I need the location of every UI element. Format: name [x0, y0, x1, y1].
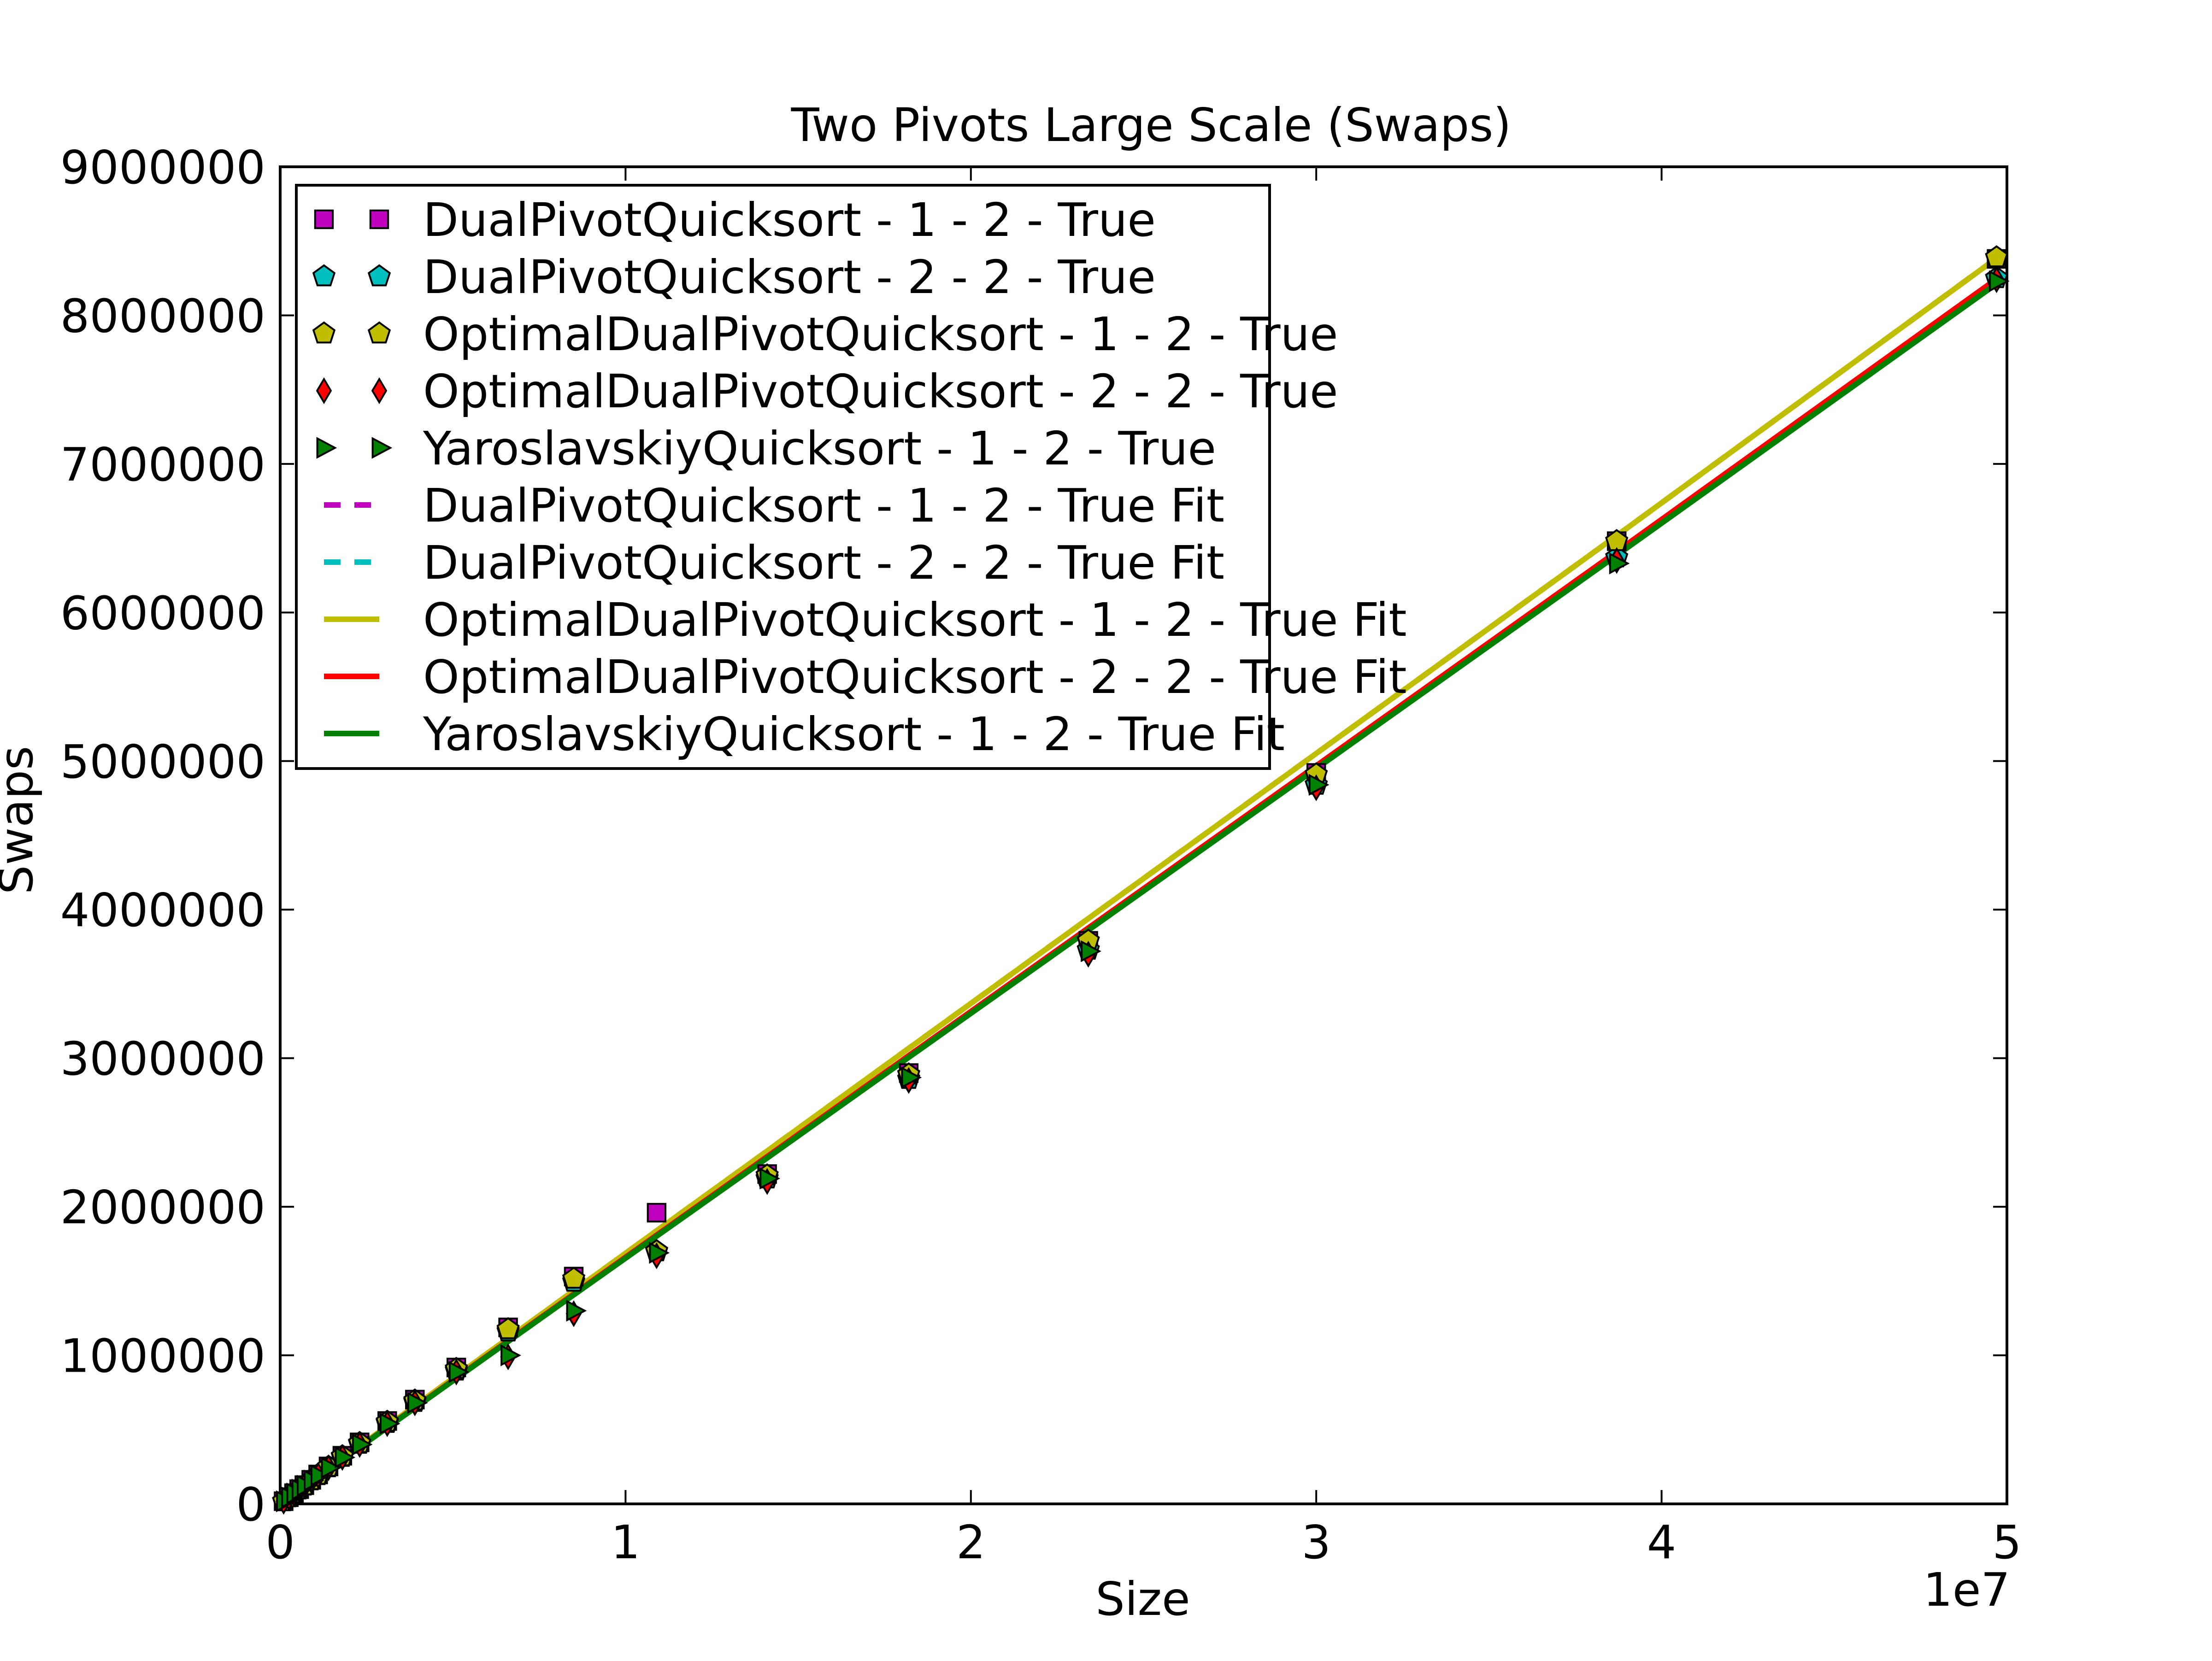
legend-entry: YaroslavskiyQuicksort - 1 - 2 - True: [316, 422, 1216, 475]
data-point-triangle-right: [649, 1242, 670, 1264]
y-tick-label: 4000000: [60, 883, 265, 937]
y-tick-label: 1000000: [60, 1329, 265, 1383]
legend-marker: [312, 264, 336, 287]
y-tick-label: 9000000: [60, 141, 265, 194]
legend-entry: DualPivotQuicksort - 1 - 2 - True Fit: [324, 479, 1224, 533]
legend-marker: [314, 209, 334, 229]
x-axis-offset-label: 1e7: [1923, 1563, 2010, 1617]
chart-title: Two Pivots Large Scale (Swaps): [791, 98, 1512, 152]
legend-marker: [312, 321, 336, 344]
x-axis-label: Size: [1095, 1572, 1190, 1626]
legend-entry: DualPivotQuicksort - 2 - 2 - True Fit: [324, 536, 1224, 590]
legend-marker: [371, 377, 388, 405]
data-point-pentagon: [562, 1267, 586, 1289]
data-point-triangle-right: [759, 1168, 780, 1190]
data-point-triangle-right: [1989, 270, 2010, 293]
y-axis-label: Swaps: [0, 746, 43, 894]
data-point-triangle-right: [335, 1446, 356, 1468]
legend-entry: DualPivotQuicksort - 2 - 2 - True: [312, 250, 1156, 304]
x-tick-label: 2: [956, 1515, 986, 1569]
legend-label: DualPivotQuicksort - 1 - 2 - True Fit: [423, 479, 1224, 533]
data-point-triangle-right: [1609, 552, 1630, 575]
legend-box: [295, 184, 1271, 770]
legend-entry: OptimalDualPivotQuicksort - 1 - 2 - True: [312, 307, 1338, 361]
legend: DualPivotQuicksort - 1 - 2 - TrueDualPiv…: [295, 184, 1407, 770]
legend-label: OptimalDualPivotQuicksort - 1 - 2 - True: [423, 307, 1338, 361]
data-point-triangle-right: [379, 1413, 400, 1435]
data-point-triangle-right: [566, 1300, 587, 1322]
x-tick-label: 0: [265, 1515, 295, 1569]
legend-label: OptimalDualPivotQuicksort - 2 - 2 - True: [423, 364, 1338, 418]
y-tick-label: 0: [236, 1478, 265, 1532]
legend-marker: [369, 209, 389, 229]
legend-label: OptimalDualPivotQuicksort - 1 - 2 - True…: [423, 593, 1407, 647]
legend-entry: OptimalDualPivotQuicksort - 2 - 2 - True: [316, 364, 1338, 418]
legend-marker: [367, 321, 391, 344]
legend-entry: OptimalDualPivotQuicksort - 1 - 2 - True…: [324, 593, 1407, 647]
plot-frame: [279, 165, 2008, 1505]
legend-entry: YaroslavskiyQuicksort - 1 - 2 - True Fit: [324, 707, 1285, 761]
legend-marker: [316, 377, 332, 405]
legend-label: DualPivotQuicksort - 2 - 2 - True: [423, 250, 1156, 304]
x-tick-label: 1: [611, 1515, 641, 1569]
data-point-pentagon: [496, 1317, 520, 1339]
legend-label: DualPivotQuicksort - 1 - 2 - True: [423, 193, 1156, 247]
x-tick-label: 3: [1301, 1515, 1331, 1569]
legend-label: DualPivotQuicksort - 2 - 2 - True Fit: [423, 536, 1224, 590]
y-tick-label: 8000000: [60, 289, 265, 343]
legend-label: YaroslavskiyQuicksort - 1 - 2 - True: [423, 422, 1216, 475]
data-point-triangle-right: [500, 1344, 521, 1367]
legend-marker: [316, 437, 337, 459]
data-point-triangle-right: [311, 1464, 331, 1487]
data-point-triangle-right: [321, 1456, 342, 1479]
y-tick-label: 6000000: [60, 586, 265, 640]
x-tick-label: 5: [1992, 1515, 2022, 1569]
data-point-triangle-right: [407, 1391, 428, 1414]
y-tick-label: 7000000: [60, 438, 265, 492]
plot-area: 0 1 2 3 4 5 0 1000000 2000000 3000000 4000000 50000…: [60, 141, 2022, 1569]
legend-label: OptimalDualPivotQuicksort - 2 - 2 - True…: [423, 650, 1407, 704]
data-point-square: [647, 1203, 667, 1223]
data-point-triangle-right: [352, 1433, 373, 1456]
y-tick-label: 5000000: [60, 735, 265, 789]
data-point-triangle-right: [901, 1066, 922, 1089]
data-point-triangle-right: [1308, 774, 1330, 796]
data-point-triangle-right: [1081, 940, 1101, 963]
y-tick-label: 3000000: [60, 1032, 265, 1086]
legend-marker: [367, 264, 391, 287]
data-point-triangle-right: [448, 1361, 470, 1383]
x-tick-label: 4: [1647, 1515, 1677, 1569]
legend-entry: OptimalDualPivotQuicksort - 2 - 2 - True…: [324, 650, 1407, 704]
legend-label: YaroslavskiyQuicksort - 1 - 2 - True Fit: [423, 707, 1285, 761]
y-tick-label: 2000000: [60, 1180, 265, 1234]
legend-entry: DualPivotQuicksort - 1 - 2 - True: [314, 193, 1156, 247]
legend-marker: [371, 437, 393, 459]
